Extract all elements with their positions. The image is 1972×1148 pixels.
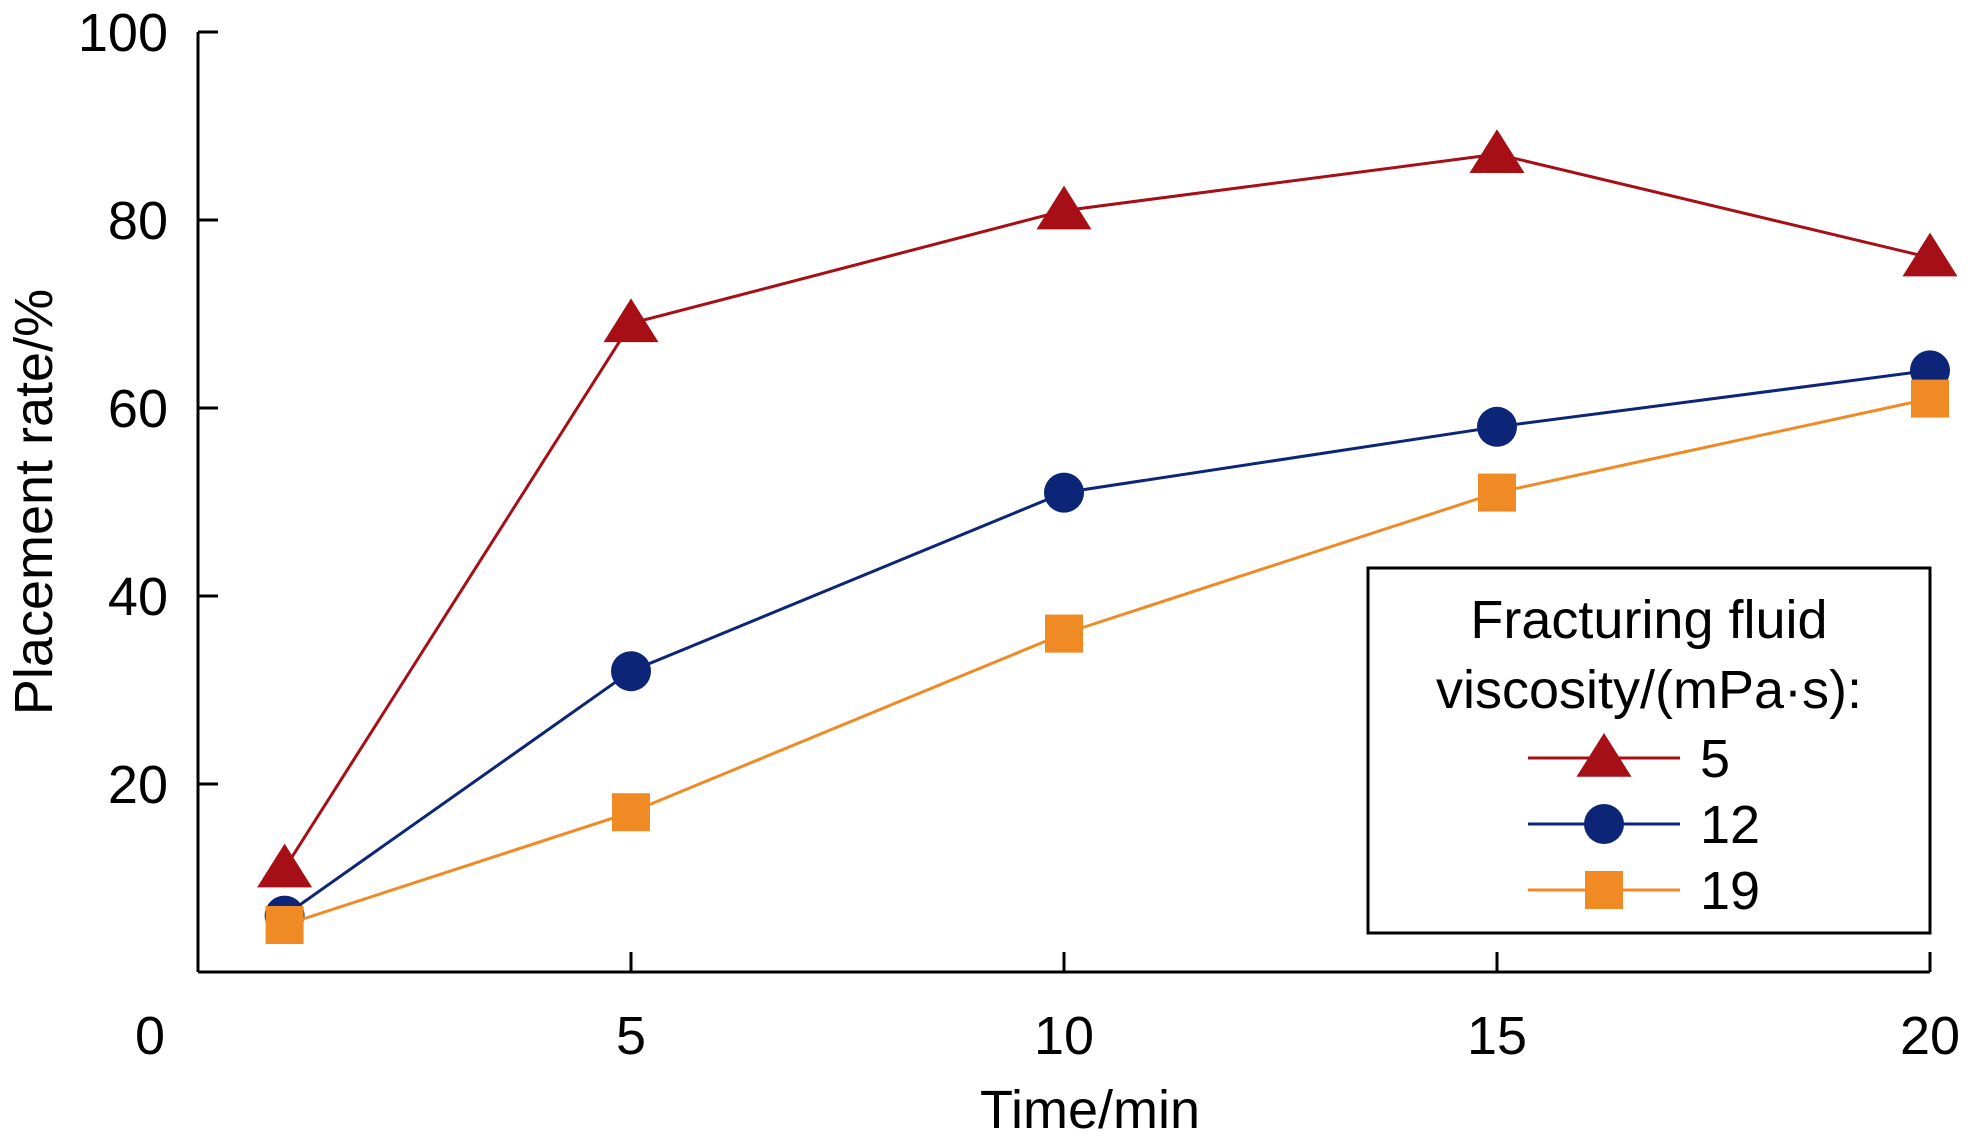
legend-entry: 19	[1528, 861, 1760, 921]
data-point	[1044, 472, 1084, 513]
legend: Fracturing fluid viscosity/(mPa·s): 5121…	[1366, 566, 1932, 935]
data-point	[1911, 379, 1949, 418]
data-point	[611, 651, 651, 692]
data-point	[1478, 473, 1516, 512]
data-point	[265, 906, 304, 944]
x-origin-label: 0	[135, 1006, 165, 1066]
data-point	[612, 793, 650, 832]
y-tick-label: 40	[108, 567, 168, 627]
data-point	[603, 298, 659, 343]
data-point	[257, 843, 313, 888]
legend-label: 5	[1700, 729, 1730, 789]
y-tick-label: 80	[108, 191, 168, 251]
legend-entry: 5	[1528, 729, 1730, 789]
x-tick-label: 10	[1034, 1006, 1094, 1066]
legend-title-line1: Fracturing fluid	[1470, 590, 1827, 650]
legend-label: 19	[1700, 861, 1760, 921]
x-tick-label: 5	[616, 1006, 646, 1066]
legend-marker	[1585, 871, 1623, 909]
legend-title-line2: viscosity/(mPa·s):	[1436, 660, 1862, 720]
y-tick-label: 60	[108, 379, 168, 439]
x-tick-label: 20	[1900, 1006, 1960, 1066]
series-layer	[257, 129, 1958, 944]
y-tick-label: 100	[78, 3, 168, 63]
x-axis-title: Time/min	[980, 1080, 1200, 1140]
series-5	[257, 129, 1958, 888]
legend-marker	[1584, 804, 1624, 844]
data-point	[1469, 129, 1525, 173]
legend-entry: 12	[1528, 795, 1760, 855]
data-point	[1477, 406, 1517, 447]
series-19	[265, 379, 1949, 944]
y-tick-label: 20	[108, 755, 168, 815]
data-point	[1045, 614, 1083, 653]
y-ticks: 20 40 60 80 100	[78, 3, 218, 815]
data-point	[1902, 232, 1958, 277]
data-point	[1036, 185, 1092, 230]
x-tick-label: 15	[1467, 1006, 1527, 1066]
legend-label: 12	[1700, 795, 1760, 855]
y-axis-title: Placement rate/%	[4, 289, 64, 715]
legend-marker	[1576, 733, 1632, 777]
legend-box	[1366, 566, 1932, 935]
x-ticks: 5 10 15 20	[616, 952, 1960, 1066]
